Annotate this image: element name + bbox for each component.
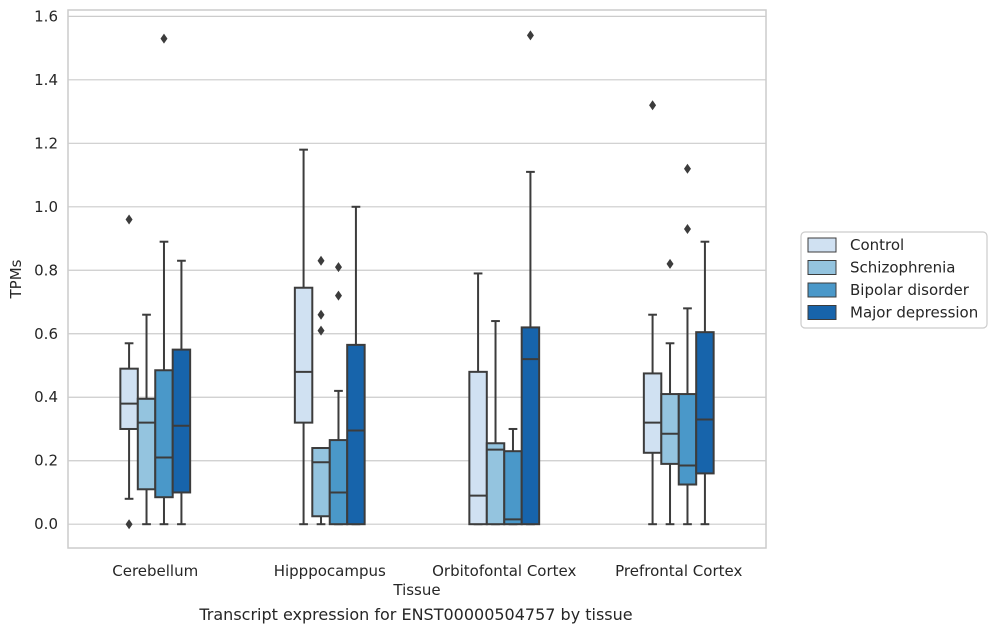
box-body	[136, 397, 157, 491]
y-tick-label: 0.4	[34, 388, 58, 406]
outlier-point	[666, 258, 674, 269]
box-body	[119, 367, 139, 430]
legend-label: Major depression	[850, 304, 978, 322]
box-body	[346, 343, 366, 526]
x-tick-label: Hipppocampus	[274, 562, 386, 580]
box-2-3	[520, 30, 541, 526]
legend: Control Schizophrenia Bipolar disorder Majo…	[800, 231, 988, 329]
legend-label: Control	[850, 236, 904, 254]
legend-label: Bipolar disorder	[850, 281, 970, 299]
legend-swatch	[807, 282, 837, 298]
box-body	[171, 348, 192, 494]
outlier-point	[683, 163, 691, 174]
box-body	[468, 370, 488, 526]
outlier-point	[334, 262, 342, 273]
legend-swatch	[807, 237, 837, 253]
y-tick-label: 0.2	[34, 452, 58, 470]
box-2-2	[503, 427, 523, 526]
outlier-point	[526, 30, 534, 41]
box-1-2	[328, 262, 349, 526]
outlier-point	[649, 100, 657, 111]
legend-label: Schizophrenia	[850, 259, 955, 277]
box-body	[293, 286, 314, 424]
box-body	[503, 450, 523, 526]
box-1-3	[346, 205, 366, 526]
outlier-point	[317, 325, 325, 336]
outlier-point	[160, 33, 168, 44]
box-body	[660, 393, 680, 465]
x-tick-label: Cerebellum	[112, 562, 198, 580]
outlier-point	[317, 255, 325, 266]
y-tick-label: 0.6	[34, 325, 58, 343]
x-axis-label: Tissue	[392, 581, 440, 599]
y-tick-label: 0.0	[34, 515, 58, 533]
y-tick-label: 1.0	[34, 198, 58, 216]
legend-swatch	[807, 260, 837, 275]
box-0-3	[171, 259, 192, 526]
box-body	[485, 442, 506, 526]
box-1-0	[293, 148, 314, 526]
outlier-point	[317, 309, 325, 320]
box-3-3	[695, 240, 715, 526]
y-axis-label: TPMs	[7, 259, 25, 299]
plot-frame	[67, 9, 767, 549]
box-body	[695, 331, 715, 475]
y-tick-label: 1.4	[34, 71, 58, 89]
box-body	[328, 439, 349, 526]
legend-swatch	[807, 305, 837, 320]
y-tick-label: 0.8	[34, 261, 58, 279]
outlier-point	[683, 224, 691, 235]
outlier-point	[125, 214, 133, 225]
x-tick-label: Orbitofontal Cortex	[432, 562, 576, 580]
chart-caption: Transcript expression for ENST0000050475…	[199, 605, 633, 624]
x-tick-label: Prefrontal Cortex	[615, 562, 742, 580]
box-body	[642, 372, 663, 454]
y-tick-label: 1.6	[34, 7, 58, 25]
box-body	[154, 369, 174, 499]
outlier-point	[334, 290, 342, 301]
box-3-1	[660, 258, 680, 526]
box-0-0	[119, 214, 139, 530]
box-body	[677, 393, 698, 486]
legend-frame	[800, 231, 988, 329]
box-body	[520, 326, 541, 526]
box-1-1	[311, 255, 331, 526]
outlier-point	[125, 519, 133, 530]
box-body	[311, 447, 331, 518]
y-tick-label: 1.2	[34, 134, 58, 152]
